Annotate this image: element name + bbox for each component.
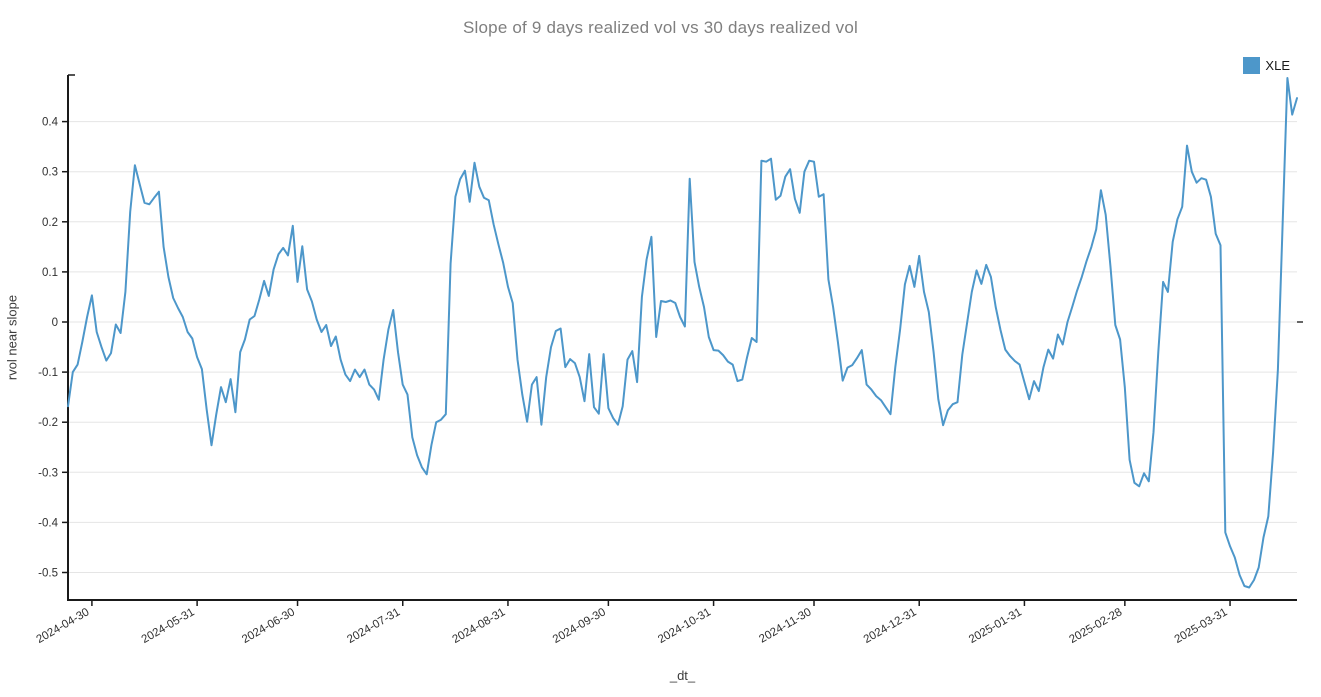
x-tick-label: 2024-10-31 <box>656 606 713 646</box>
y-tick-label: 0.3 <box>42 167 58 179</box>
legend-label: XLE <box>1265 58 1290 73</box>
y-tick-label: -0.1 <box>38 367 58 379</box>
y-tick-label: -0.5 <box>38 568 58 580</box>
y-tick-label: -0.3 <box>38 467 58 479</box>
y-axis-title: rvol near slope <box>4 294 20 381</box>
x-tick-label: 2025-02-28 <box>1067 606 1124 646</box>
x-axis-title: _dt_ <box>669 668 696 683</box>
x-tick-label: 2025-03-31 <box>1173 606 1230 646</box>
x-tick-label: 2024-04-30 <box>34 606 91 646</box>
legend-swatch-icon <box>1243 57 1261 74</box>
page-title: Slope of 9 days realized vol vs 30 days … <box>463 18 858 37</box>
x-tick-label: 2024-09-30 <box>551 606 608 646</box>
x-tick-label: 2024-07-31 <box>345 606 402 646</box>
y-tick-label: 0.4 <box>42 117 59 129</box>
y-tick-label: 0.1 <box>42 267 58 279</box>
x-tick-label: 2024-05-31 <box>140 606 197 646</box>
y-tick-label: -0.4 <box>38 517 58 529</box>
y-tick-label: -0.2 <box>38 417 58 429</box>
legend-item-xle[interactable]: XLE <box>1243 57 1290 74</box>
x-tick-label: 2024-12-31 <box>862 606 919 646</box>
x-tick-label: 2024-08-31 <box>451 606 508 646</box>
y-tick-label: 0 <box>52 317 58 329</box>
x-tick-label: 2025-01-31 <box>967 606 1024 646</box>
xle-line-series <box>67 77 1298 589</box>
x-tick-label: 2024-06-30 <box>240 606 297 646</box>
y-tick-label: 0.2 <box>42 217 58 229</box>
x-tick-label: 2024-11-30 <box>757 606 813 645</box>
